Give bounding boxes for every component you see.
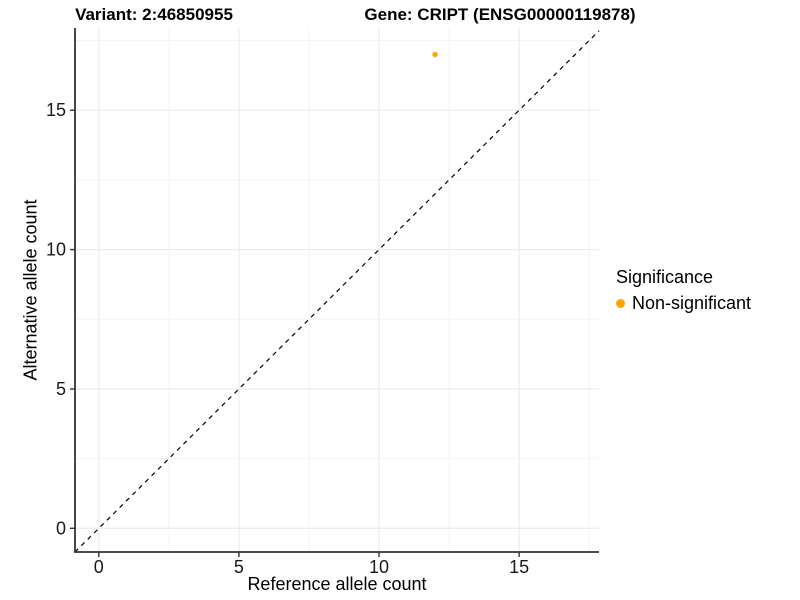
y-axis-title: Alternative allele count <box>20 199 41 381</box>
legend-item: Non-significant <box>616 293 751 314</box>
legend: Significance Non-significant <box>616 267 751 314</box>
x-axis-tick-label: 15 <box>509 557 529 577</box>
legend-item-label: Non-significant <box>632 293 752 313</box>
y-axis-tick-label: 15 <box>46 100 66 120</box>
y-axis-tick-label: 10 <box>46 240 66 260</box>
x-axis-tick-label: 10 <box>369 557 389 577</box>
x-axis-title: Reference allele count <box>247 574 427 594</box>
legend-point-icon <box>616 299 625 308</box>
identity-line <box>74 30 600 553</box>
legend-title: Significance <box>616 267 714 287</box>
gene-title: Gene: CRIPT (ENSG00000119878) <box>364 5 636 24</box>
x-axis-tick-label: 0 <box>94 557 104 577</box>
y-axis-tick-label: 5 <box>56 379 66 399</box>
data-point <box>432 51 438 58</box>
y-axis-tick-label: 0 <box>56 518 66 538</box>
variant-title: Variant: 2:46850955 <box>75 5 233 24</box>
x-axis-tick-label: 5 <box>234 557 244 577</box>
